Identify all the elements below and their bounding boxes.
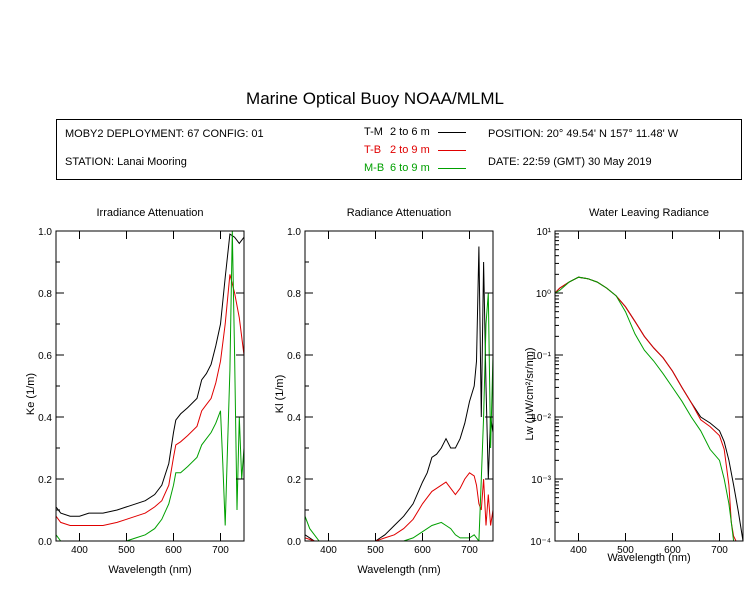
series-line-t-m	[305, 246, 493, 541]
series-line-t-m	[56, 233, 244, 517]
chart-title: Water Leaving Radiance	[589, 207, 709, 219]
legend-code: T-B	[364, 144, 382, 156]
x-axis-label: Wavelength (nm)	[357, 564, 440, 576]
legend-code: T-M	[364, 126, 383, 138]
legend-range: 6 to 9 m	[390, 162, 430, 174]
y-tick-label: 0.0	[38, 537, 52, 548]
series-group	[555, 276, 743, 541]
series-group	[305, 246, 493, 541]
series-line-m-b	[56, 231, 244, 541]
legend-line	[437, 149, 466, 151]
y-tick-label: 1.0	[287, 227, 301, 238]
date-text: DATE: 22:59 (GMT) 30 May 2019	[488, 156, 652, 168]
y-tick-label: 10⁻¹	[531, 351, 551, 362]
series-line-t-m	[555, 276, 743, 541]
deployment-text: MOBY2 DEPLOYMENT: 67 CONFIG: 01	[65, 128, 264, 140]
plot-frame	[304, 230, 494, 542]
y-tick-label: 0.2	[287, 475, 301, 486]
x-tick-label: 500	[367, 545, 384, 556]
chart-panel-2: Radiance Attenuation 400 500 600 700 0.0 0.2 0.…	[274, 207, 494, 576]
x-tick-label: 600	[414, 545, 431, 556]
y-tick-label: 10⁻³	[531, 475, 551, 486]
x-tick-label: 700	[461, 545, 478, 556]
y-tick-label: 0.8	[38, 289, 52, 300]
y-axis-label: Ke (1/m)	[25, 373, 37, 415]
position-text: POSITION: 20° 49.54' N 157° 11.48' W	[488, 128, 679, 140]
y-tick-label: 0.4	[38, 413, 52, 424]
y-tick-label: 10⁻²	[531, 413, 551, 424]
series-line-t-b	[305, 472, 493, 541]
x-axis-label: Wavelength (nm)	[108, 564, 191, 576]
chart-panel-1: Irradiance Attenuation 400 500 600 700 0.0 0.2…	[25, 207, 245, 576]
legend-item-t-b: T-B 2 to 9 m	[364, 144, 466, 156]
x-tick-label: 600	[165, 545, 182, 556]
series-line-t-b	[56, 274, 244, 526]
y-tick-label: 0.6	[38, 351, 52, 362]
legend-item-m-b: M-B 6 to 9 m	[364, 162, 466, 174]
chart-title: Radiance Attenuation	[347, 207, 452, 219]
legend-line	[437, 167, 466, 169]
series-line-m-b	[555, 276, 735, 541]
legend-range: 2 to 9 m	[390, 144, 430, 156]
x-tick-label: 700	[711, 545, 728, 556]
y-tick-label: 0.8	[287, 289, 301, 300]
y-axis-label: Lw (µW/cm²/sr/nm)	[524, 347, 536, 440]
info-box: MOBY2 DEPLOYMENT: 67 CONFIG: 01 STATION:…	[56, 119, 742, 180]
x-tick-label: 500	[617, 545, 634, 556]
y-tick-label: 1.0	[38, 227, 52, 238]
y-tick-label: 0.2	[38, 475, 52, 486]
page-title: Marine Optical Buoy NOAA/MLML	[246, 89, 504, 108]
y-tick-label: 0.6	[287, 351, 301, 362]
legend-range: 2 to 6 m	[390, 126, 430, 138]
x-tick-label: 500	[118, 545, 135, 556]
y-axis-label: Kl (1/m)	[274, 375, 286, 414]
x-tick-label: 400	[570, 545, 587, 556]
legend-line	[437, 131, 466, 133]
x-tick-label: 400	[71, 545, 88, 556]
station-text: STATION: Lanai Mooring	[65, 156, 187, 168]
chart-title: Irradiance Attenuation	[96, 207, 203, 219]
y-tick-label: 0.4	[287, 413, 301, 424]
x-axis-label: Wavelength (nm)	[607, 552, 690, 564]
plot-frame	[554, 230, 744, 542]
y-tick-label: 10⁻⁴	[530, 537, 551, 548]
x-tick-label: 700	[212, 545, 229, 556]
y-tick-label: 0.0	[287, 537, 301, 548]
x-tick-label: 600	[664, 545, 681, 556]
chart-panel-3: Water Leaving Radiance 400 500 600 700 10¹ 10⁰…	[524, 207, 744, 564]
x-tick-label: 400	[320, 545, 337, 556]
legend-code: M-B	[364, 162, 385, 174]
y-tick-label: 10¹	[537, 227, 552, 238]
plot-frame	[55, 230, 245, 542]
series-group	[56, 231, 244, 541]
legend-item-t-m: T-M 2 to 6 m	[364, 126, 466, 138]
series-line-t-b	[555, 276, 737, 541]
y-tick-label: 10⁰	[536, 289, 551, 300]
series-line-m-b	[305, 292, 493, 541]
